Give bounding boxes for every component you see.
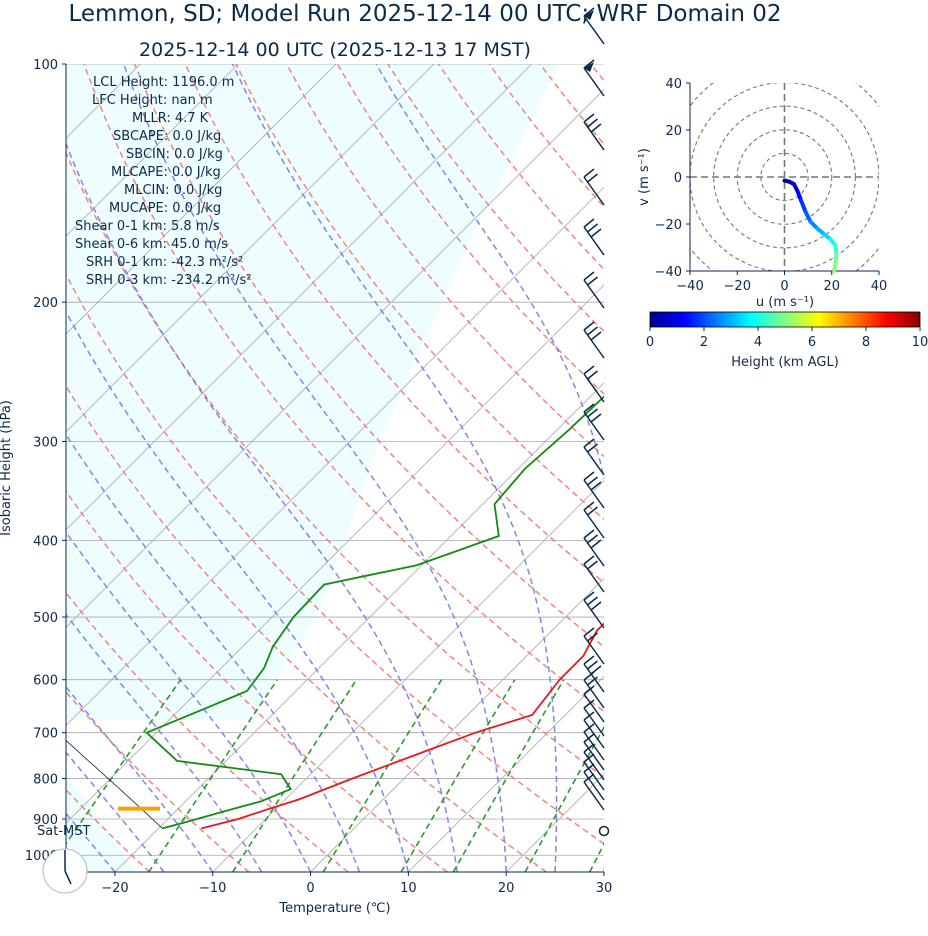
x-tick-label: −10 bbox=[199, 881, 226, 896]
isotherm bbox=[604, 64, 928, 872]
hodo-rings bbox=[666, 59, 902, 295]
y-tick-label: 500 bbox=[33, 611, 58, 626]
hodo-y-tick: 40 bbox=[665, 77, 682, 92]
wind-barb bbox=[584, 322, 604, 358]
y-tick-label: 700 bbox=[33, 727, 58, 742]
colorbar-ticks: 0 2 4 6 8 10 bbox=[646, 327, 928, 350]
chart-canvas: Lemmon, SD; Model Run 2025-12-14 00 UTC;… bbox=[0, 0, 928, 936]
colorbar-tick: 8 bbox=[862, 335, 870, 350]
wind-barb bbox=[584, 530, 604, 566]
wind-barb bbox=[584, 502, 604, 538]
mixing-ratio-line bbox=[525, 680, 631, 872]
y-tick-label: 100 bbox=[33, 58, 58, 73]
mixing-ratio-line bbox=[590, 680, 691, 872]
y-tick-label: 200 bbox=[33, 296, 58, 311]
hodo-segment bbox=[834, 264, 835, 271]
param-srh03: SRH 0-3 km: -234.2 m²/s² bbox=[86, 273, 252, 288]
dry-adiabat bbox=[743, 64, 928, 872]
calm-wind-marker bbox=[600, 827, 609, 836]
wind-barb bbox=[584, 774, 604, 810]
mixing-ratio-line bbox=[674, 680, 770, 872]
y-tick-label: 600 bbox=[33, 674, 58, 689]
wind-barb bbox=[584, 592, 604, 628]
param-mllr: MLLR: 4.7 K bbox=[132, 111, 209, 126]
param-shear06: Shear 0-6 km: 45.0 m/s bbox=[75, 237, 228, 252]
wind-barb bbox=[584, 404, 604, 440]
hodo-x-tick: −40 bbox=[676, 279, 703, 294]
dry-adiabat bbox=[793, 64, 928, 872]
y-tick-label: 800 bbox=[33, 773, 58, 788]
colorbar-tick: 0 bbox=[646, 335, 654, 350]
hodo-y-tick: −40 bbox=[655, 265, 682, 280]
param-srh01: SRH 0-1 km: -42.3 m²/s² bbox=[86, 255, 243, 270]
colorbar-tick: 4 bbox=[754, 335, 762, 350]
time-label: Sat-MST bbox=[37, 824, 90, 839]
hodo-x-tick: 20 bbox=[823, 279, 840, 294]
x-tick-label: 10 bbox=[400, 881, 417, 896]
hodo-x-tick: 0 bbox=[780, 279, 788, 294]
dry-adiabat bbox=[692, 64, 928, 872]
wind-barb bbox=[584, 219, 604, 255]
param-shear01: Shear 0-1 km: 5.8 m/s bbox=[75, 219, 220, 234]
param-sbcin: SBCIN: 0.0 J/kg bbox=[126, 147, 223, 162]
hodo-x-tick: 40 bbox=[871, 279, 888, 294]
x-axis-label: Temperature (℃) bbox=[278, 901, 390, 916]
param-mlcin: MLCIN: 0.0 J/kg bbox=[124, 183, 222, 198]
colorbar-tick: 6 bbox=[808, 335, 816, 350]
x-tick-label: 30 bbox=[596, 881, 613, 896]
colorbar bbox=[650, 312, 920, 327]
x-tick-label: −20 bbox=[101, 881, 128, 896]
hodograph: −40 −20 0 20 40 40 20 0 −20 −40 bbox=[655, 59, 903, 295]
param-sbcape: SBCAPE: 0.0 J/kg bbox=[113, 129, 221, 144]
colorbar-tick: 2 bbox=[700, 335, 708, 350]
param-lfc: LFC Height: nan m bbox=[92, 93, 213, 108]
chart-subtitle: 2025-12-14 00 UTC (2025-12-13 17 MST) bbox=[139, 39, 531, 61]
y-tick-label: 300 bbox=[33, 436, 58, 451]
param-lcl: LCL Height: 1196.0 m bbox=[93, 75, 234, 90]
chart-title: Lemmon, SD; Model Run 2025-12-14 00 UTC;… bbox=[68, 1, 781, 27]
hodo-y-tick: 20 bbox=[665, 124, 682, 139]
hodo-x-label: u (m s⁻¹) bbox=[756, 295, 814, 310]
dry-adiabat bbox=[844, 64, 928, 872]
hodo-y-label: v (m s⁻¹) bbox=[637, 148, 652, 206]
hodo-y-tick: 0 bbox=[674, 171, 682, 186]
mixing-ratio-line bbox=[637, 680, 735, 872]
wind-barb bbox=[584, 439, 604, 475]
x-tick-label: 20 bbox=[498, 881, 515, 896]
x-tick-label: 0 bbox=[306, 881, 314, 896]
colorbar-tick: 10 bbox=[912, 335, 928, 350]
y-axis-label: Isobaric Height (hPa) bbox=[0, 400, 14, 536]
wind-barb bbox=[584, 628, 604, 664]
clock-icon bbox=[43, 849, 87, 893]
hodo-x-tick: −20 bbox=[724, 279, 751, 294]
colorbar-label: Height (km AGL) bbox=[731, 355, 839, 370]
param-mlcape: MLCAPE: 0.0 J/kg bbox=[111, 165, 221, 180]
skewt-background bbox=[0, 64, 560, 872]
hodo-y-tick: −20 bbox=[655, 218, 682, 233]
param-mucape: MUCAPE: 0.0 J/kg bbox=[109, 201, 221, 216]
y-tick-label: 400 bbox=[33, 534, 58, 549]
mixing-ratio-line bbox=[453, 680, 563, 872]
isotherm bbox=[702, 64, 928, 872]
